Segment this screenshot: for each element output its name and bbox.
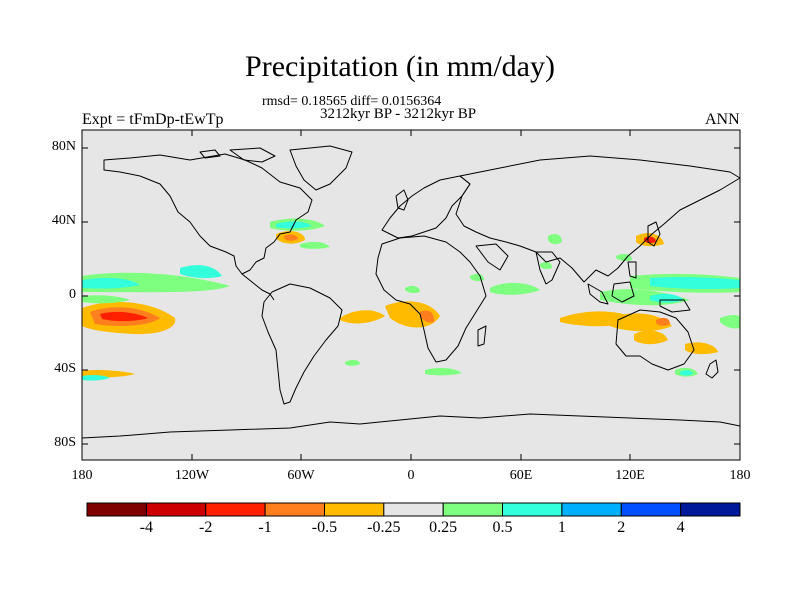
lon-label: 60W — [287, 468, 315, 483]
coastlines — [81, 145, 741, 439]
coast-new-guinea — [659, 299, 691, 313]
wetter-patch-central-pacific — [180, 265, 222, 279]
colorbar-box — [442, 502, 504, 517]
colorbar-label: -0.25 — [367, 519, 401, 536]
strong-dry-patch-gulf-stream — [284, 234, 298, 241]
colorbar-label: -0.5 — [311, 519, 338, 536]
colorbar-label: 0.25 — [429, 519, 458, 536]
colorbar-label: -2 — [199, 519, 213, 536]
lon-label: 120W — [174, 468, 210, 483]
coast-philippines — [627, 261, 637, 279]
colorbar — [86, 502, 741, 517]
lat-label: 40N — [51, 213, 76, 228]
lat-label: 80N — [51, 139, 76, 154]
wet-patch-west-africa — [405, 285, 420, 294]
colorbar-label: 2 — [617, 519, 626, 536]
experiment-label: Expt = tFmDp-tEwTp — [82, 111, 224, 128]
wetter-patch-west-pacific — [650, 276, 740, 290]
stats-line: rmsd= 0.18565 diff= 0.0156364 — [262, 94, 442, 109]
anomaly-patches — [82, 218, 740, 381]
chart-title: Precipitation (in mm/day) — [245, 50, 555, 83]
dry-patch-tropical-atlantic — [340, 310, 385, 324]
wet-patch-arabian-sea — [548, 234, 562, 245]
colorbar-label: -1 — [258, 519, 272, 536]
coast-south-america — [261, 283, 343, 405]
colorbar-box — [620, 502, 682, 517]
lon-label: 60E — [509, 468, 533, 483]
coast-arabia — [475, 243, 509, 271]
very-dry-patch-south-pacific — [100, 311, 148, 322]
coast-africa — [375, 235, 487, 363]
colorbar-box — [86, 502, 147, 517]
latitude-ticks — [82, 147, 740, 445]
coast-greenland — [289, 145, 353, 191]
lon-label: 180 — [71, 468, 93, 483]
colorbar-box — [145, 502, 207, 517]
colorbar-label: -4 — [139, 519, 154, 536]
strong-dry-patch-japan — [644, 236, 656, 244]
dry-patch-east-australia — [634, 330, 668, 345]
strong-dry-patch-australia — [656, 317, 670, 326]
wet-patch-east-pacific-edge — [720, 315, 740, 329]
colorbar-box — [205, 502, 266, 517]
coast-india — [535, 251, 561, 285]
coast-britain — [395, 189, 409, 211]
coast-australia — [615, 309, 695, 371]
season-label: ANN — [705, 111, 740, 128]
wet-patch-east-pacific — [82, 295, 130, 304]
wetter-patch-tasman — [680, 370, 693, 376]
lat-label: 40S — [54, 361, 76, 376]
coast-new-zealand — [705, 359, 719, 379]
colorbar-label: 4 — [676, 519, 685, 536]
wet-patch-mid-atlantic — [300, 241, 330, 249]
colorbar-box — [680, 502, 741, 517]
wet-patch-madagascar — [345, 359, 360, 366]
coast-sumatra — [587, 283, 609, 305]
lat-label: 80S — [54, 435, 76, 450]
strong-dry-patch-gulf-of-guinea — [420, 310, 435, 323]
longitude-ticks — [81, 130, 741, 460]
coast-asia — [455, 155, 741, 283]
colorbar-box — [502, 502, 563, 517]
wet-patch-south-indian — [425, 367, 462, 376]
colorbar-label: 1 — [557, 519, 566, 536]
wet-patch-bay-of-bengal — [540, 261, 552, 270]
wet-patch-indian-ocean — [490, 282, 540, 295]
period-line: 3212kyr BP - 3212kyr BP — [320, 106, 477, 122]
dry-patch-north-australia — [610, 313, 672, 332]
lon-label: 120E — [615, 468, 645, 483]
colorbar-box — [383, 502, 444, 517]
coast-central-america — [241, 273, 275, 301]
colorbar-box — [561, 502, 622, 517]
wet-patch-southern-pacific — [82, 374, 110, 381]
lat-label: 0 — [69, 287, 76, 302]
wetter-patch-equatorial-pacific — [82, 277, 140, 289]
colorbar-box — [324, 502, 385, 517]
colorbar-label: 0.5 — [492, 519, 513, 536]
coast-arctic-islands — [199, 147, 276, 163]
coast-madagascar — [477, 325, 487, 347]
coast-north-america — [103, 153, 313, 275]
coast-borneo — [611, 281, 635, 303]
coast-antarctica — [81, 413, 741, 439]
coast-japan — [647, 221, 661, 247]
colorbar-box — [264, 502, 326, 517]
lon-label: 180 — [729, 468, 751, 483]
lon-label: 0 — [407, 468, 415, 483]
